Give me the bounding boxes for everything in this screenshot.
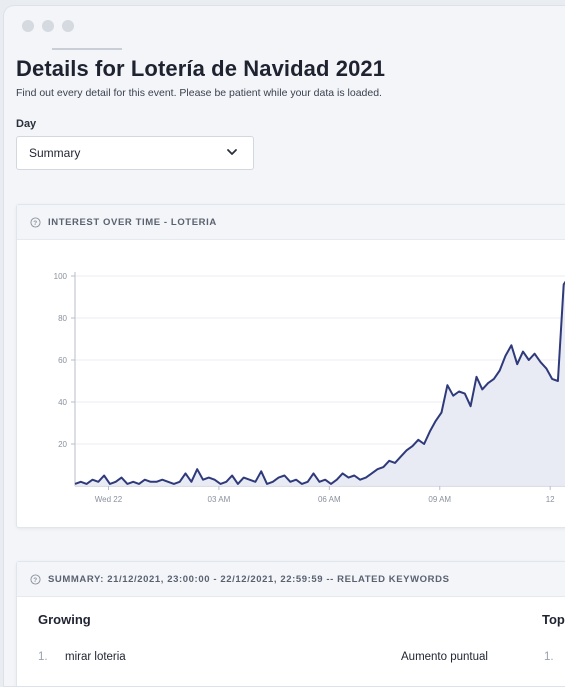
window-minimize-dot[interactable] <box>42 20 54 32</box>
help-circle-icon[interactable]: ? <box>30 573 41 585</box>
y-tick-label: 20 <box>58 440 67 449</box>
x-tick-label: 06 AM <box>318 495 341 504</box>
svg-text:?: ? <box>33 576 37 583</box>
y-tick-label: 40 <box>58 398 67 407</box>
tab-indicator <box>52 48 122 50</box>
growing-row-status: Aumento puntual <box>401 651 488 663</box>
svg-text:?: ? <box>33 219 37 226</box>
top-row-rank: 1. <box>544 651 554 663</box>
interest-chart: 20 40 60 80 100 Wed 22 03 AM 06 AM 09 AM 12 <box>54 272 565 504</box>
growing-section-title: Growing <box>38 612 91 627</box>
interest-card-title: INTEREST OVER TIME - LOTERIA <box>48 216 217 228</box>
y-tick-label: 80 <box>58 314 67 323</box>
summary-card: ? SUMMARY: 21/12/2021, 23:00:00 - 22/12/… <box>16 561 565 686</box>
day-select[interactable]: Summary <box>16 136 254 170</box>
growing-row-keyword[interactable]: mirar loteria <box>65 651 126 663</box>
day-label: Day <box>16 118 37 130</box>
day-select-value: Summary <box>29 146 81 160</box>
y-tick-label: 60 <box>58 356 67 365</box>
summary-card-header: ? SUMMARY: 21/12/2021, 23:00:00 - 22/12/… <box>17 562 565 597</box>
summary-card-title: SUMMARY: 21/12/2021, 23:00:00 - 22/12/20… <box>48 573 450 585</box>
page-title: Details for Lotería de Navidad 2021 <box>16 56 386 81</box>
main-content: Details for Lotería de Navidad 2021 Find… <box>16 56 565 170</box>
x-tick-label: 12 <box>546 495 555 504</box>
growing-row-rank: 1. <box>38 651 48 663</box>
window-titlebar <box>4 6 565 46</box>
help-circle-icon[interactable]: ? <box>30 216 41 228</box>
top-section-title: Top <box>542 612 565 627</box>
browser-window: Details for Lotería de Navidad 2021 Find… <box>4 6 565 686</box>
interest-card-header: ? INTEREST OVER TIME - LOTERIA <box>17 205 565 240</box>
page-subtitle: Find out every detail for this event. Pl… <box>16 87 382 99</box>
window-maximize-dot[interactable] <box>62 20 74 32</box>
window-close-dot[interactable] <box>22 20 34 32</box>
y-tick-label: 100 <box>54 272 68 281</box>
series-area <box>75 282 565 486</box>
chevron-down-icon <box>227 149 237 155</box>
x-tick-label: Wed 22 <box>95 495 123 504</box>
interest-over-time-card: ? INTEREST OVER TIME - LOTERIA 20 40 60 80 1… <box>16 204 565 528</box>
x-tick-label: 03 AM <box>208 495 231 504</box>
x-tick-label: 09 AM <box>428 495 451 504</box>
series-line <box>74 280 565 485</box>
